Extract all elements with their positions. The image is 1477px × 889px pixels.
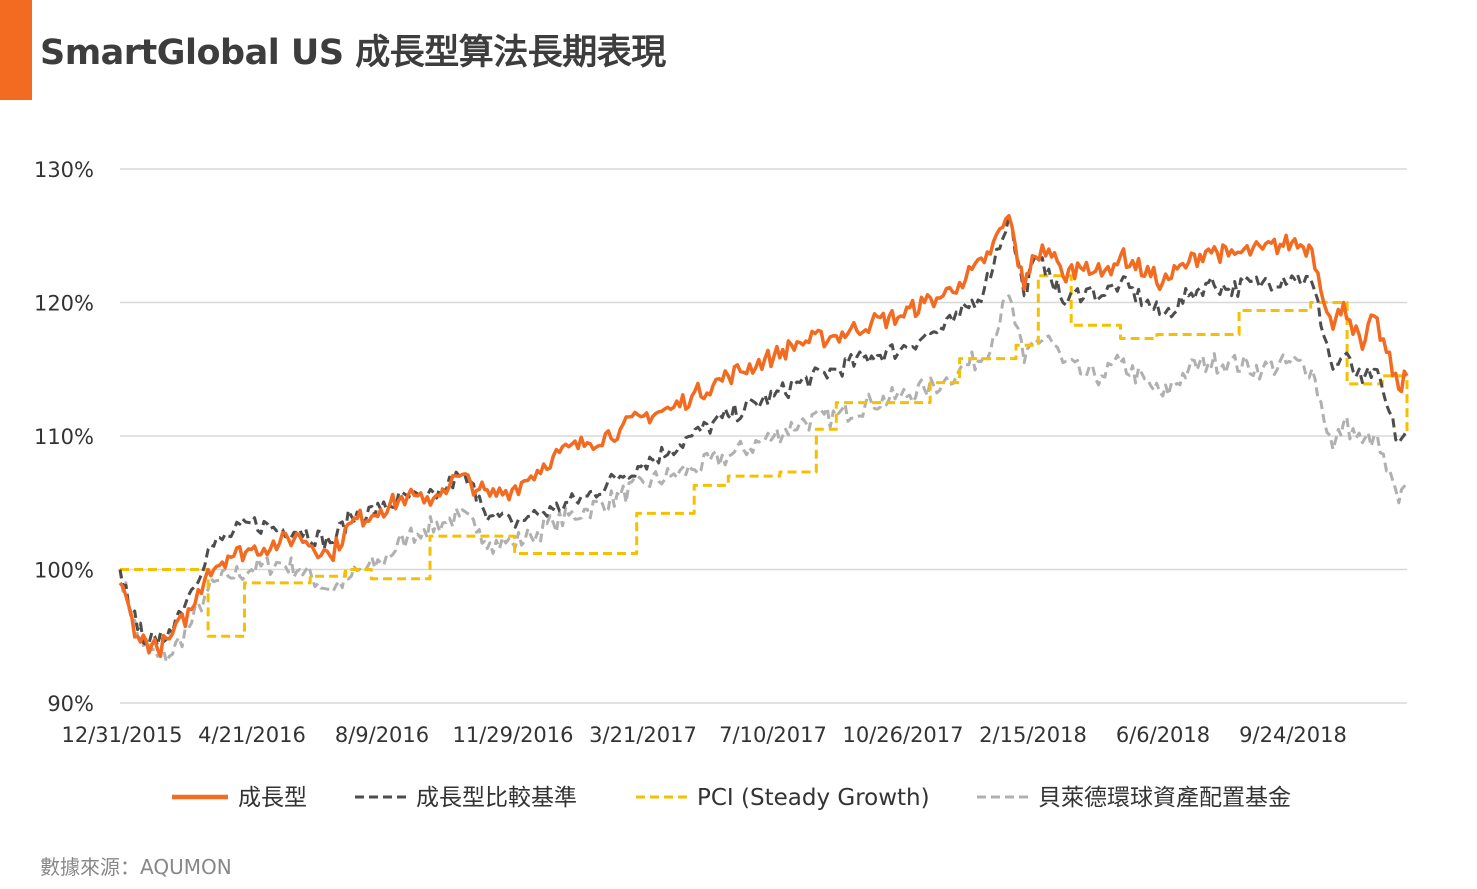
x-tick-label: 10/26/2017 — [842, 723, 963, 747]
y-tick-label: 100% — [34, 559, 94, 583]
legend-benchmark-label: 成長型比較基準 — [416, 785, 577, 811]
legend: 成長型 成長型比較基準 PCI (Steady Growth) 貝萊德環球資產配置基金 — [172, 785, 1291, 811]
series-growth-line — [118, 213, 1409, 659]
legend-pci-label: PCI (Steady Growth) — [697, 785, 930, 811]
title-accent-bar — [0, 0, 32, 100]
series-pci-line — [120, 274, 1409, 638]
series-blackrock-line — [118, 294, 1409, 664]
x-tick-label: 6/6/2018 — [1116, 723, 1210, 747]
gridlines — [120, 168, 1407, 704]
x-tick-label: 8/9/2016 — [335, 723, 429, 747]
y-axis-tick-labels: 90% 100% 110% 120% 130% — [34, 158, 94, 716]
x-tick-label: 11/29/2016 — [452, 723, 573, 747]
y-tick-label: 120% — [34, 292, 94, 316]
x-tick-label: 3/21/2017 — [589, 723, 697, 747]
x-tick-label: 4/21/2016 — [198, 723, 306, 747]
series-lines — [118, 213, 1409, 664]
x-tick-label: 12/31/2015 — [61, 723, 182, 747]
chart-title: SmartGlobal US 成長型算法長期表現 — [40, 33, 666, 73]
x-tick-label: 9/24/2018 — [1239, 723, 1347, 747]
x-tick-label: 2/15/2018 — [979, 723, 1087, 747]
x-tick-label: 7/10/2017 — [719, 723, 827, 747]
legend-blackrock-label: 貝萊德環球資產配置基金 — [1038, 785, 1291, 811]
y-tick-label: 130% — [34, 158, 94, 182]
series-benchmark-line — [118, 214, 1409, 648]
y-tick-label: 90% — [47, 692, 94, 716]
y-tick-label: 110% — [34, 425, 94, 449]
legend-growth-label: 成長型 — [238, 785, 307, 811]
data-source-note: 數據來源：AQUMON — [40, 855, 232, 879]
x-axis-tick-labels: 12/31/2015 4/21/2016 8/9/2016 11/29/2016 3/2… — [61, 723, 1346, 747]
